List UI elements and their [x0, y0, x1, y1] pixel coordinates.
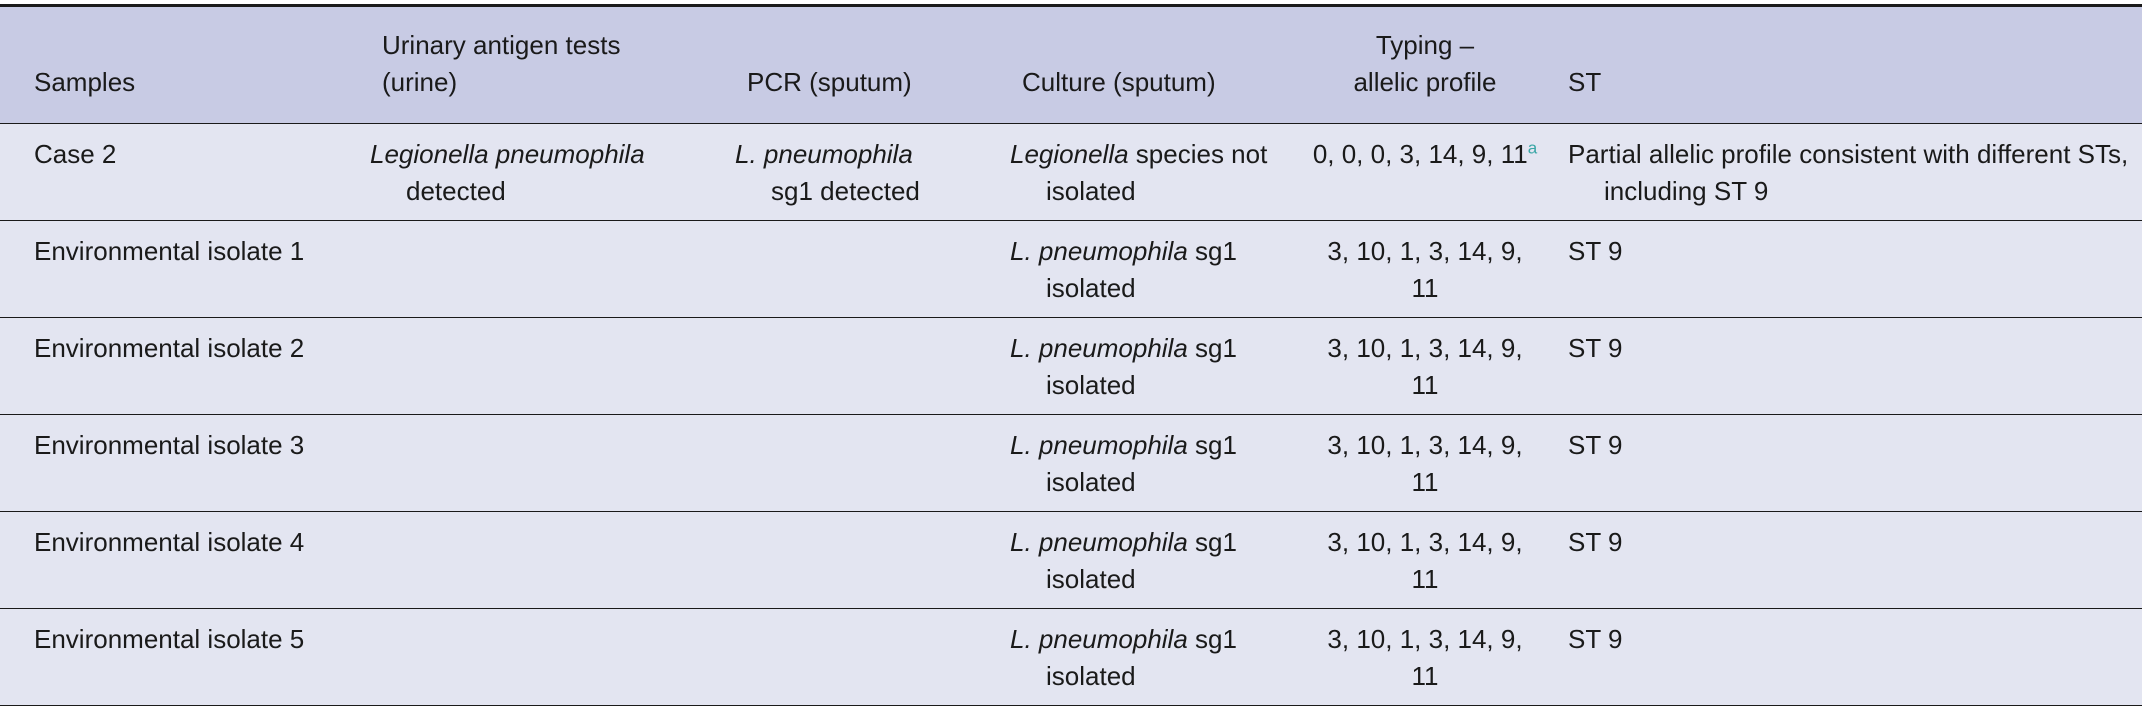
- table-row: Environmental isolate 2 L. pneumophila s…: [0, 317, 2142, 415]
- pcr-result: sg1 detected: [771, 176, 920, 206]
- st-cell: ST 9: [1550, 220, 2142, 318]
- header-row: Samples Urinary antigen tests (urine) PC…: [0, 5, 2142, 124]
- table-row: Environmental isolate 1 L. pneumophila s…: [0, 220, 2142, 318]
- sample-cell: Environmental isolate 4: [0, 511, 370, 609]
- sample-cell: Environmental isolate 1: [0, 220, 370, 318]
- sample-cell: Environmental isolate 5: [0, 608, 370, 706]
- st-cell: Partial allelic profile consistent with …: [1550, 123, 2142, 221]
- pcr-cell: [735, 414, 1010, 512]
- column-header-urinary-line1: Urinary antigen tests: [382, 30, 621, 60]
- culture-organism: L. pneumophila: [1010, 527, 1188, 557]
- typing-profile: 0, 0, 0, 3, 14, 9, 11: [1312, 139, 1528, 169]
- culture-organism: Legionella: [1010, 139, 1129, 169]
- st-cell: ST 9: [1550, 608, 2142, 706]
- table-row: Environmental isolate 5 L. pneumophila s…: [0, 608, 2142, 706]
- typing-cell: 0, 0, 0, 3, 14, 9, 11a: [1300, 123, 1550, 221]
- culture-organism: L. pneumophila: [1010, 430, 1188, 460]
- culture-cell: L. pneumophila sg1 isolated: [1010, 414, 1300, 512]
- table-row: Case 2 Legionella pneumophila detected L.…: [0, 123, 2142, 221]
- column-header-samples: Samples: [34, 67, 136, 97]
- culture-cell: L. pneumophila sg1 isolated: [1010, 511, 1300, 609]
- column-header-typing-line2: allelic profile: [1353, 67, 1497, 97]
- culture-result: sg1 isolated: [1046, 430, 1237, 497]
- culture-result: sg1 isolated: [1046, 624, 1237, 691]
- column-header-urinary: Urinary antigen tests (urine): [370, 6, 735, 124]
- pcr-cell: [735, 511, 1010, 609]
- pcr-cell: [735, 608, 1010, 706]
- typing-cell: 3, 10, 1, 3, 14, 9, 11: [1300, 317, 1550, 415]
- pcr-cell: [735, 220, 1010, 318]
- urinary-cell: [370, 317, 735, 415]
- culture-cell: L. pneumophila sg1 isolated: [1010, 220, 1300, 318]
- urinary-organism: Legionella pneumophila: [370, 139, 645, 169]
- footnote-marker: a: [1527, 138, 1538, 158]
- column-header-typing: Typing – allelic profile: [1300, 6, 1550, 124]
- urinary-cell: Legionella pneumophila detected: [370, 123, 735, 221]
- st-cell: ST 9: [1550, 414, 2142, 512]
- st-cell: ST 9: [1550, 317, 2142, 415]
- urinary-cell: [370, 511, 735, 609]
- table-row: Environmental isolate 3 L. pneumophila s…: [0, 414, 2142, 512]
- sample-cell: Environmental isolate 3: [0, 414, 370, 512]
- culture-organism: L. pneumophila: [1010, 333, 1188, 363]
- culture-result: sg1 isolated: [1046, 527, 1237, 594]
- culture-cell: Legionella species not isolated: [1010, 123, 1300, 221]
- column-header-typing-line1: Typing –: [1375, 30, 1475, 60]
- culture-cell: L. pneumophila sg1 isolated: [1010, 608, 1300, 706]
- column-header-pcr: PCR (sputum): [747, 67, 912, 97]
- culture-organism: L. pneumophila: [1010, 624, 1188, 654]
- culture-result: species not isolated: [1046, 139, 1268, 206]
- culture-cell: L. pneumophila sg1 isolated: [1010, 317, 1300, 415]
- culture-result: sg1 isolated: [1046, 333, 1237, 400]
- st-cell: ST 9: [1550, 511, 2142, 609]
- pcr-organism: L. pneumophila: [735, 139, 913, 169]
- urinary-cell: [370, 414, 735, 512]
- typing-cell: 3, 10, 1, 3, 14, 9, 11: [1300, 414, 1550, 512]
- sample-cell: Case 2: [0, 123, 370, 221]
- typing-cell: 3, 10, 1, 3, 14, 9, 11: [1300, 511, 1550, 609]
- typing-cell: 3, 10, 1, 3, 14, 9, 11: [1300, 608, 1550, 706]
- urinary-cell: [370, 220, 735, 318]
- column-header-st: ST: [1568, 67, 1602, 97]
- table-header: Samples Urinary antigen tests (urine) PC…: [0, 5, 2142, 124]
- column-header-culture: Culture (sputum): [1022, 67, 1216, 97]
- urinary-result: detected: [406, 176, 506, 206]
- urinary-cell: [370, 608, 735, 706]
- column-header-urinary-line2: (urine): [382, 67, 458, 97]
- table-body: Case 2 Legionella pneumophila detected L.…: [0, 123, 2142, 706]
- pcr-cell: [735, 317, 1010, 415]
- typing-cell: 3, 10, 1, 3, 14, 9, 11: [1300, 220, 1550, 318]
- table-row: Environmental isolate 4 L. pneumophila s…: [0, 511, 2142, 609]
- culture-organism: L. pneumophila: [1010, 236, 1188, 266]
- culture-result: sg1 isolated: [1046, 236, 1237, 303]
- sample-cell: Environmental isolate 2: [0, 317, 370, 415]
- pcr-cell: L. pneumophila sg1 detected: [735, 123, 1010, 221]
- results-table: Samples Urinary antigen tests (urine) PC…: [0, 4, 2142, 706]
